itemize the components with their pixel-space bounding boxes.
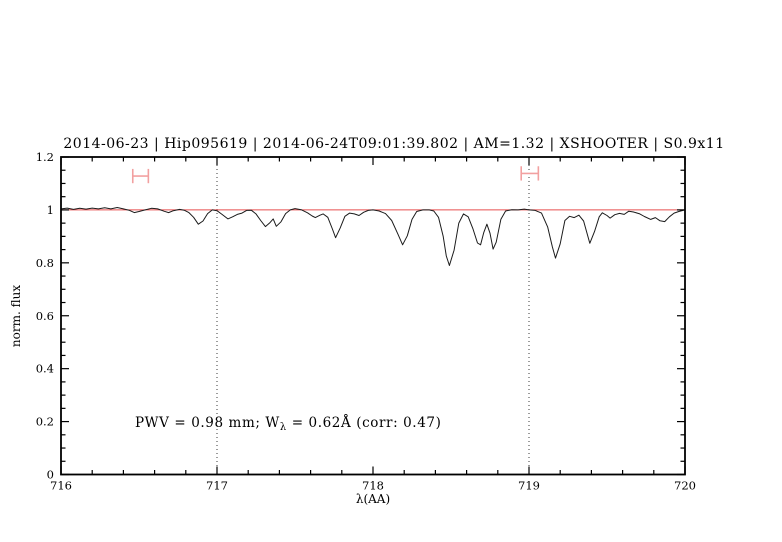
- x-tick-labels: 716 717 718 719 720: [50, 479, 696, 493]
- y-tick-label: 0.6: [36, 309, 54, 323]
- x-tick-label: 718: [362, 479, 384, 493]
- y-tick-label: 1: [47, 203, 54, 217]
- axis-ticks: [60, 156, 686, 476]
- x-axis-label: λ(AA): [356, 492, 390, 506]
- pwv-annotation: PWV = 0.98 mm; Wλ = 0.62Å (corr: 0.47): [135, 415, 441, 433]
- y-tick-label: 0.8: [36, 256, 54, 270]
- x-tick-label: 716: [50, 479, 72, 493]
- x-tick-label: 717: [206, 479, 228, 493]
- pwv-annotation-sub: λ: [280, 422, 287, 433]
- y-tick-label: 0.2: [36, 415, 54, 429]
- y-tick-label: 0.4: [36, 362, 54, 376]
- spectrum-series: [60, 207, 686, 266]
- pwv-annotation-post: = 0.62Å (corr: 0.47): [287, 415, 442, 431]
- y-tick-label: 1.2: [36, 150, 54, 164]
- pwv-annotation-pre: PWV = 0.98 mm; W: [135, 415, 280, 431]
- bandpass-markers: [131, 166, 540, 184]
- spectrum-line: [60, 207, 686, 266]
- y-axis-label: norm. flux: [9, 285, 23, 347]
- y-tick-label: 0: [47, 468, 54, 482]
- y-tick-labels: 0 0.2 0.4 0.6 0.8 1 1.2: [36, 150, 54, 482]
- chart-title: 2014-06-23 | Hip095619 | 2014-06-24T09:0…: [63, 136, 724, 152]
- x-tick-label: 719: [518, 479, 540, 493]
- x-tick-label: 720: [674, 479, 696, 493]
